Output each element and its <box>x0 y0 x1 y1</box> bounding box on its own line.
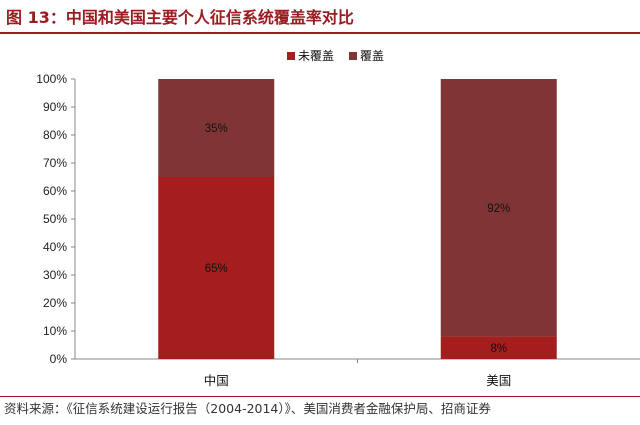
legend-swatch <box>349 52 357 60</box>
y-tick-label: 80% <box>43 128 67 142</box>
chart-legend: 未覆盖 覆盖 <box>287 49 384 63</box>
source-divider <box>0 396 640 397</box>
y-tick-label: 30% <box>43 268 67 282</box>
y-tick-label: 90% <box>43 100 67 114</box>
y-tick-label: 0% <box>50 352 68 366</box>
y-tick-label: 10% <box>43 324 67 338</box>
source-note: 资料来源：《征信系统建设运行报告（2004-2014）》、美国消费者金融保护局、… <box>4 401 491 416</box>
data-label: 65% <box>205 263 228 275</box>
stacked-bar-chart: 0% 10% 20% 30% 40% 50% 60% 70% 80% 90% 100% 中国 美国 65… <box>36 49 640 388</box>
x-category-label: 美国 <box>486 374 511 388</box>
chart-bars: 65% 35% 8% 92% <box>158 79 557 359</box>
legend-label: 未覆盖 <box>298 49 334 63</box>
y-tick-label: 100% <box>36 72 67 86</box>
bar-covered-0 <box>158 79 275 177</box>
data-label: 92% <box>487 203 510 215</box>
y-tick-label: 40% <box>43 240 67 254</box>
y-tick-label: 60% <box>43 184 67 198</box>
bar-uncovered-0 <box>158 177 275 359</box>
legend-label: 覆盖 <box>360 49 384 63</box>
y-tick-label: 20% <box>43 296 67 310</box>
y-tick-label: 50% <box>43 212 67 226</box>
bar-uncovered-1 <box>440 336 557 359</box>
title-divider <box>0 32 640 34</box>
legend-swatch <box>287 52 295 60</box>
y-tick-label: 70% <box>43 156 67 170</box>
bar-covered-1 <box>440 79 557 337</box>
data-label: 35% <box>205 123 228 135</box>
figure-title: 图 13：中国和美国主要个人征信系统覆盖率对比 <box>6 8 354 27</box>
x-category-label: 中国 <box>204 373 229 388</box>
data-label: 8% <box>490 343 507 355</box>
